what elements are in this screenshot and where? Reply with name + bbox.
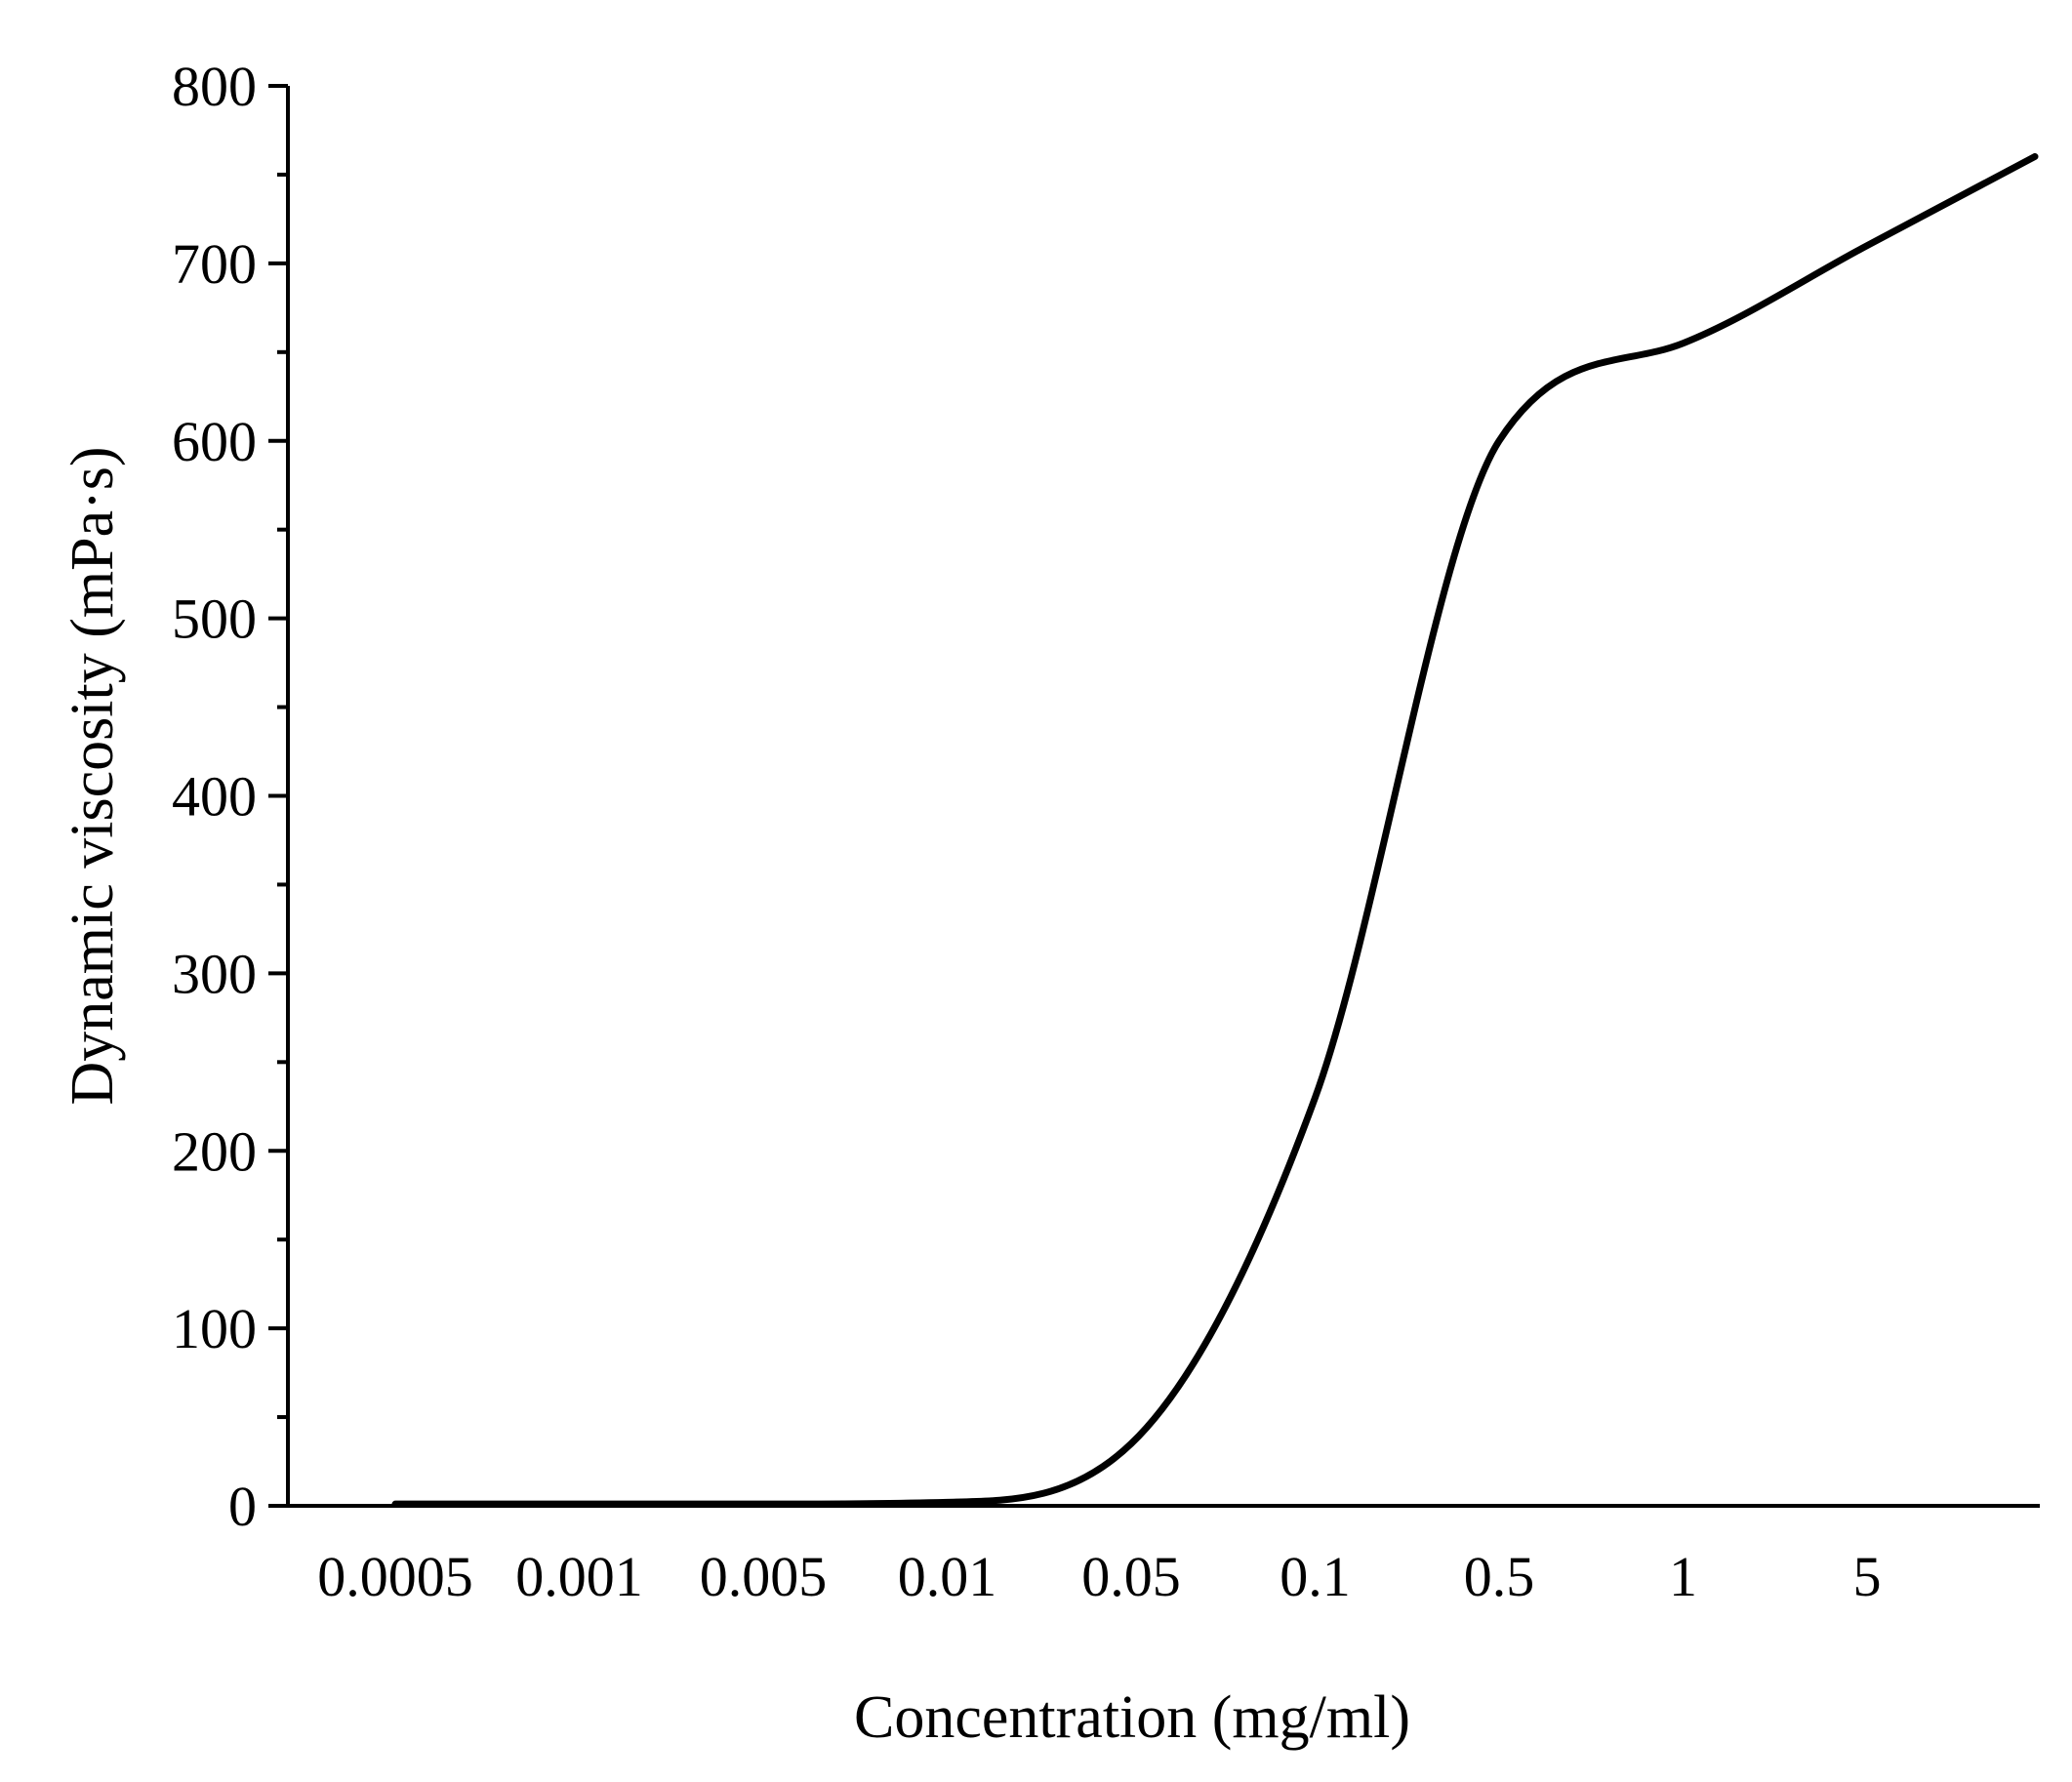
x-tick-label: 0.001 xyxy=(515,1545,643,1608)
x-tick-label: 5 xyxy=(1853,1545,1882,1608)
y-tick-label: 400 xyxy=(172,765,257,829)
x-tick-label: 0.5 xyxy=(1464,1545,1535,1608)
x-axis-title: Concentration (mg/ml) xyxy=(854,1684,1410,1751)
y-ticks: 0 100 200 300 400 500 600 700 800 xyxy=(172,55,288,1538)
y-tick-label: 700 xyxy=(172,232,257,296)
y-tick-label: 100 xyxy=(172,1297,257,1360)
viscosity-series-line xyxy=(391,152,2039,1508)
y-tick-label: 500 xyxy=(172,587,257,651)
series-group xyxy=(391,152,2039,1508)
y-tick-label: 300 xyxy=(172,942,257,1005)
y-axis-title: Dynamic viscosity (mPa·s) xyxy=(60,446,126,1105)
x-tick-label: 0.0005 xyxy=(317,1545,473,1608)
y-tick-label: 200 xyxy=(172,1119,257,1183)
x-tick-label: 0.1 xyxy=(1280,1545,1351,1608)
y-tick-label: 800 xyxy=(172,55,257,118)
x-tick-label: 0.05 xyxy=(1081,1545,1181,1608)
x-tick-label: 1 xyxy=(1669,1545,1697,1608)
x-ticks: 0.0005 0.001 0.005 0.01 0.05 0.1 0.5 1 5 xyxy=(317,1545,1881,1608)
x-tick-label: 0.01 xyxy=(898,1545,997,1608)
x-tick-label: 0.005 xyxy=(700,1545,828,1608)
y-tick-label: 0 xyxy=(228,1475,257,1538)
y-tick-label: 600 xyxy=(172,410,257,473)
